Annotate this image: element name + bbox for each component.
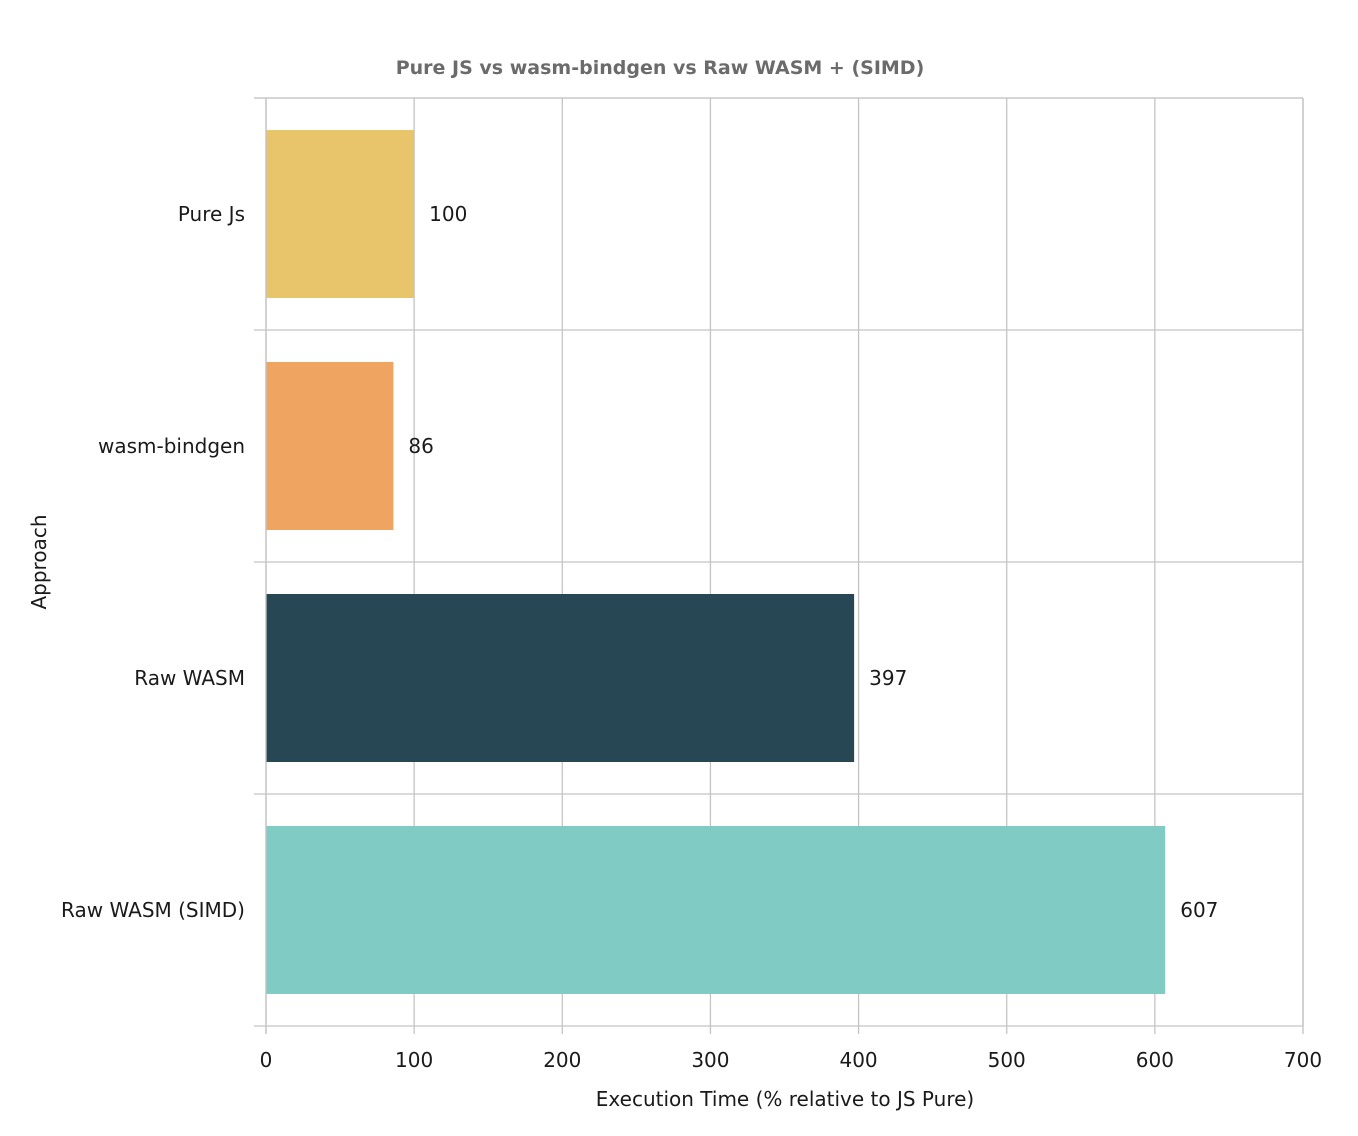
labels: 0 100 200 300 400 500 600 700 Pure Js 100 wasm-bin… xyxy=(61,98,1322,1072)
category-label: wasm-bindgen xyxy=(98,434,245,458)
x-tick-label: 100 xyxy=(395,1048,433,1072)
y-axis-title: Approach xyxy=(27,514,51,609)
category-label: Raw WASM (SIMD) xyxy=(61,898,245,922)
data-label: 100 xyxy=(429,202,467,226)
x-tick-label: 300 xyxy=(691,1048,729,1072)
x-tick-label: 700 xyxy=(1284,1048,1322,1072)
bar xyxy=(266,130,415,298)
bar xyxy=(266,362,394,530)
category-label: Pure Js xyxy=(178,202,245,226)
data-label: 397 xyxy=(869,666,907,690)
bar xyxy=(266,594,855,762)
x-tick-label: 0 xyxy=(260,1048,273,1072)
bar xyxy=(266,826,1166,994)
x-tick-label: 200 xyxy=(543,1048,581,1072)
data-label: 86 xyxy=(408,434,433,458)
grid xyxy=(254,97,1304,1034)
data-label: 607 xyxy=(1180,898,1218,922)
category-label: Raw WASM xyxy=(134,666,245,690)
x-axis-title: Execution Time (% relative to JS Pure) xyxy=(596,1087,974,1111)
x-tick-label: 400 xyxy=(839,1048,877,1072)
x-tick-label: 600 xyxy=(1136,1048,1174,1072)
chart-title: Pure JS vs wasm-bindgen vs Raw WASM + (S… xyxy=(396,57,925,79)
bars xyxy=(266,130,1166,994)
x-tick-label: 500 xyxy=(988,1048,1026,1072)
